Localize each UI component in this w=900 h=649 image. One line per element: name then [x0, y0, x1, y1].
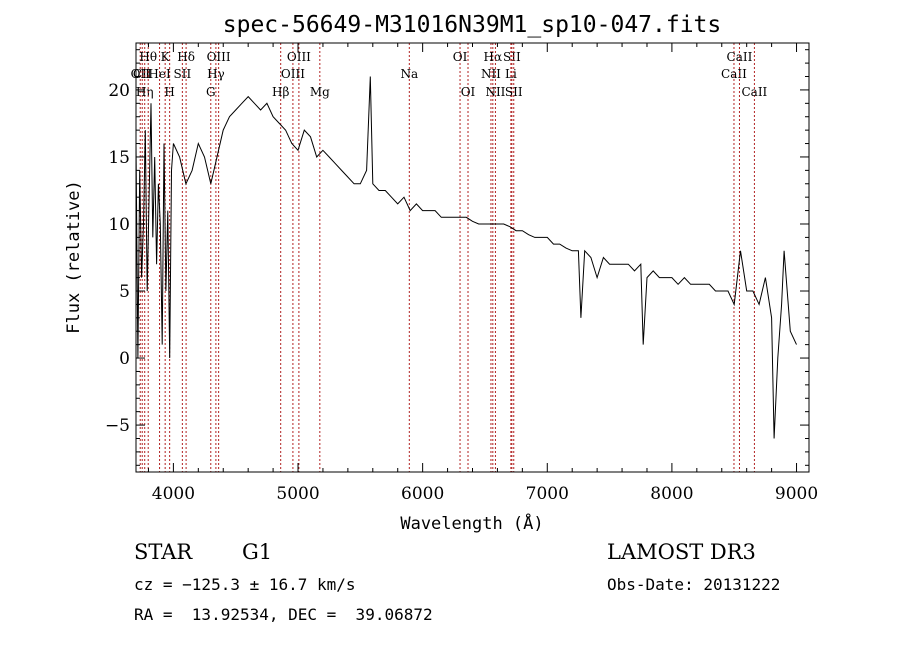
spectral-line-label: CaII	[741, 85, 767, 99]
chart-title: spec-56649-M31016N39M1_sp10-047.fits	[223, 12, 722, 38]
x-axis-ticks: 4000 5000 6000 7000 8000 9000	[147, 43, 818, 504]
y-tick-label: −5	[105, 416, 130, 436]
spectral-line-label: Hδ	[177, 50, 195, 64]
spectral-line-label: CII	[133, 67, 152, 81]
redshift-velocity: cz = −125.3 ± 16.7 km/s	[134, 575, 356, 594]
spectral-line-label: NII	[481, 67, 501, 81]
x-tick-label: 5000	[276, 484, 319, 504]
object-subclass: G1	[242, 540, 273, 564]
spectral-line-label: K	[161, 50, 171, 64]
spectral-line-label: Hβ	[272, 85, 289, 99]
x-tick-label: 6000	[401, 484, 444, 504]
y-tick-label: 15	[108, 148, 130, 168]
y-axis-label: Flux (relative)	[64, 180, 84, 334]
x-tick-label: 8000	[650, 484, 693, 504]
observation-date: Obs-Date: 20131222	[607, 575, 781, 594]
spectral-line-label: OIII	[281, 67, 305, 81]
spectrum-line	[135, 76, 797, 439]
spectral-line-label: Li	[505, 67, 517, 81]
y-axis-ticks: −5 0 5 10 15 20	[105, 49, 809, 466]
sky-coordinates: RA = 13.92534, DEC = 39.06872	[134, 605, 433, 624]
spectral-line-label: HeI	[148, 67, 171, 81]
plot-frame	[135, 42, 810, 473]
spectral-line-label: CaII	[721, 67, 747, 81]
spectral-line-label: SII	[174, 67, 192, 81]
spectral-line-label: OIII	[207, 50, 231, 64]
spectral-line-label: G	[206, 85, 216, 99]
object-type: STAR	[134, 540, 193, 564]
spectrum-data	[135, 76, 797, 439]
x-tick-label: 7000	[526, 484, 569, 504]
spectral-line-label: Hη	[136, 85, 154, 99]
y-tick-label: 5	[119, 282, 130, 302]
x-tick-label: 9000	[775, 484, 818, 504]
spectral-line-label: Hγ	[207, 67, 225, 81]
x-axis-label: Wavelength (Å)	[400, 512, 543, 534]
y-tick-label: 10	[108, 215, 130, 235]
spectral-line-label: Hθ	[139, 50, 157, 64]
spectral-line-label: Na	[400, 67, 418, 81]
spectral-line-label: Hα	[484, 50, 503, 64]
y-tick-label: 20	[108, 81, 130, 101]
y-tick-label: 0	[119, 349, 130, 369]
survey-name: LAMOST DR3	[607, 540, 756, 564]
spectral-line-label: OIII	[287, 50, 311, 64]
spectral-line-label: OI	[461, 85, 476, 99]
spectral-line-label: SII	[503, 50, 521, 64]
spectral-line-label: SII	[505, 85, 523, 99]
spectral-line-label: CaII	[727, 50, 753, 64]
spectral-line-markers: OIICIIHηHθHeIKHSIIHδGHγOIIIHβOIIIOIIIMgN…	[131, 43, 768, 472]
x-tick-label: 4000	[152, 484, 195, 504]
spectral-line-label: H	[164, 85, 174, 99]
spectral-line-label: Mg	[310, 85, 330, 99]
spectral-line-label: NII	[485, 85, 505, 99]
spectral-line-label: OI	[453, 50, 468, 64]
spectral-line-label: OII	[131, 67, 151, 81]
